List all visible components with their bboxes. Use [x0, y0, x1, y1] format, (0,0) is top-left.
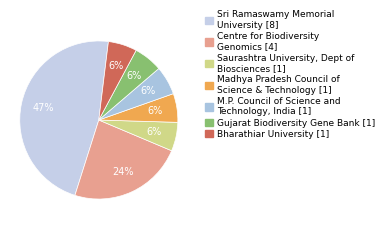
- Text: 6%: 6%: [127, 71, 142, 81]
- Text: 6%: 6%: [108, 61, 124, 71]
- Wedge shape: [99, 120, 178, 151]
- Text: 6%: 6%: [147, 106, 163, 116]
- Wedge shape: [99, 68, 173, 120]
- Wedge shape: [99, 42, 136, 120]
- Wedge shape: [99, 50, 159, 120]
- Wedge shape: [20, 41, 108, 195]
- Text: 6%: 6%: [141, 86, 156, 96]
- Wedge shape: [99, 94, 178, 122]
- Legend: Sri Ramaswamy Memorial
University [8], Centre for Biodiversity
Genomics [4], Sau: Sri Ramaswamy Memorial University [8], C…: [204, 9, 376, 140]
- Wedge shape: [75, 120, 172, 199]
- Text: 6%: 6%: [147, 127, 162, 137]
- Text: 47%: 47%: [32, 103, 54, 113]
- Text: 24%: 24%: [112, 167, 133, 177]
